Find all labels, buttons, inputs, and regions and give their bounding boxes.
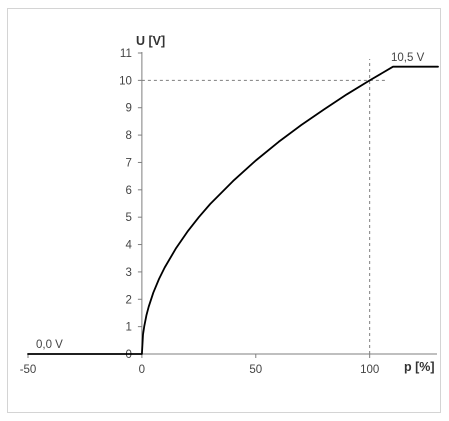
x-tick-label: 50: [249, 364, 262, 376]
y-tick-label: 0: [125, 349, 131, 361]
y-tick-label: 3: [125, 267, 131, 279]
chart-frame: -50 0 50 100 0 1 2 3 4 5 6 7 8 9 10 11 U [V] p [%] 0,0 …: [7, 8, 441, 413]
y-tick-label: 2: [125, 294, 131, 306]
series-line: [27, 65, 439, 355]
y-tick-label: 6: [125, 185, 131, 197]
x-tick-label: 100: [360, 364, 379, 376]
y-tick-label: 7: [125, 157, 131, 169]
axes: [28, 52, 437, 355]
y-tick-label: 1: [125, 322, 131, 334]
y-axis-title: U [V]: [136, 34, 165, 48]
y-tick-label: 5: [125, 212, 131, 224]
y-tick-label: 4: [125, 240, 132, 252]
y-tick-label: 10: [119, 75, 132, 87]
labels-group: U [V] p [%] 0,0 V 10,5 V: [36, 34, 435, 374]
y-tick-label: 11: [120, 48, 132, 60]
annotation-right: 10,5 V: [391, 52, 425, 64]
x-tick-label: 0: [139, 364, 145, 376]
y-tick-label: 8: [125, 130, 131, 142]
chart-svg: -50 0 50 100 0 1 2 3 4 5 6 7 8 9 10 11 U [V] p [%] 0,0 …: [20, 34, 439, 376]
ticks: -50 0 50 100 0 1 2 3 4 5 6 7 8 9 10 11: [20, 48, 380, 376]
x-tick-label: -50: [20, 364, 37, 376]
series-group: [27, 65, 439, 355]
x-axis-title: p [%]: [404, 360, 435, 374]
y-tick-label: 9: [125, 103, 131, 115]
annotation-left: 0,0 V: [36, 339, 63, 351]
reference-lines: [141, 59, 388, 354]
